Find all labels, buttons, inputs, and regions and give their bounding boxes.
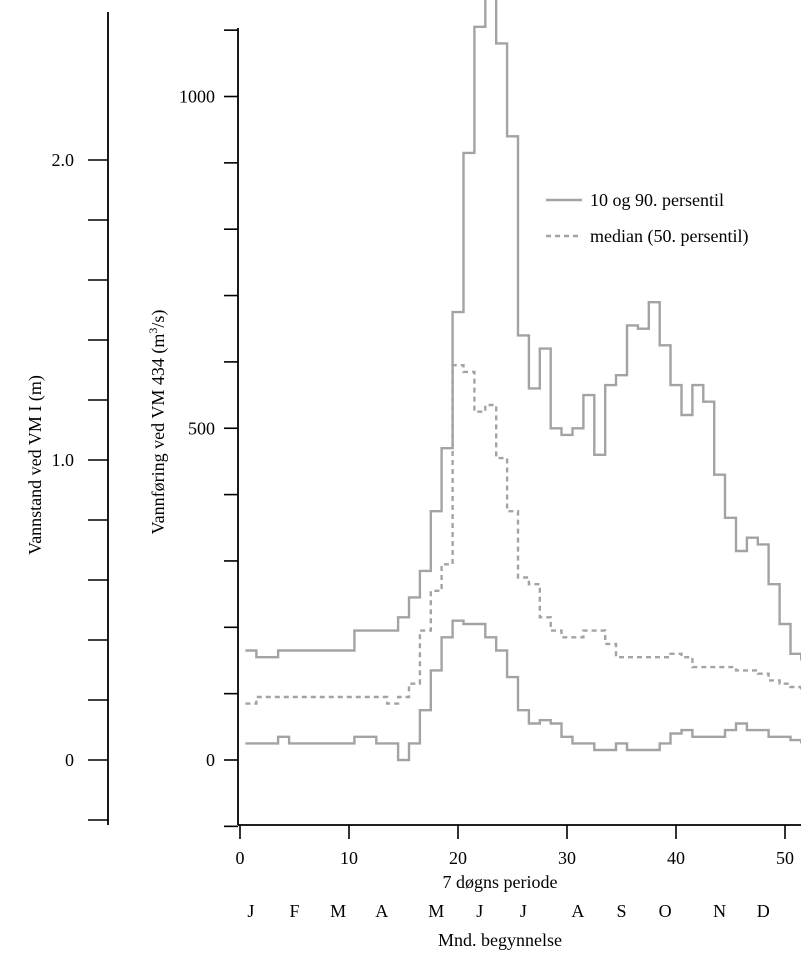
month-label: J [520, 901, 527, 921]
x-axis-label: 7 døgns periode [443, 872, 558, 892]
series-layer [245, 0, 801, 762]
legend: 10 og 90. persentil median (50. persenti… [546, 190, 748, 247]
primary-y-ticks [224, 29, 238, 828]
series-line-90-persentil [245, 0, 801, 662]
x-ticks [239, 825, 786, 839]
secondary-y-tick-label: 1.0 [52, 450, 75, 470]
x-tick-labels: 0 10 20 30 40 50 [236, 848, 795, 868]
legend-dashed-label: median (50. persentil) [590, 226, 748, 247]
secondary-y-tick-label: 2.0 [52, 150, 75, 170]
secondary-y-axis-label: Vannstand ved VM I (m) [25, 375, 46, 555]
month-label: M [330, 901, 346, 921]
primary-y-tick-labels: 0 500 1000 [179, 87, 215, 771]
x-axis: 0 10 20 30 40 50 [236, 824, 801, 868]
month-label: A [571, 901, 584, 921]
x-tick-label: 10 [340, 848, 358, 868]
secondary-y-axis: 0 1.0 2.0 [52, 12, 109, 825]
series-line-10-persentil [245, 619, 801, 762]
x-tick-label: 40 [667, 848, 685, 868]
x-tick-label: 20 [449, 848, 467, 868]
month-label: A [375, 901, 388, 921]
month-label: N [713, 901, 726, 921]
month-label: J [476, 901, 483, 921]
x-tick-label: 0 [236, 848, 245, 868]
primary-y-axis-label: Vannføring ved VM 434 (m3/s) [146, 310, 169, 535]
primary-y-axis: 0 500 1000 [179, 28, 239, 828]
month-label: M [428, 901, 444, 921]
primary-y-tick-label: 1000 [179, 87, 215, 107]
secondary-y-tick-labels: 0 1.0 2.0 [52, 150, 75, 770]
month-label: O [659, 901, 672, 921]
month-axis-label: Mnd. begynnelse [438, 930, 562, 950]
secondary-y-tick-label: 0 [65, 750, 74, 770]
month-label: F [289, 901, 299, 921]
x-tick-label: 50 [776, 848, 794, 868]
month-label: J [247, 901, 254, 921]
series-line-median-50-persentil- [245, 364, 801, 705]
x-tick-label: 30 [558, 848, 576, 868]
month-label: D [757, 901, 770, 921]
month-label: S [616, 901, 626, 921]
primary-y-tick-label: 0 [206, 750, 215, 770]
secondary-y-ticks [88, 159, 108, 821]
primary-y-tick-label: 500 [188, 418, 215, 438]
legend-solid-label: 10 og 90. persentil [590, 190, 724, 210]
